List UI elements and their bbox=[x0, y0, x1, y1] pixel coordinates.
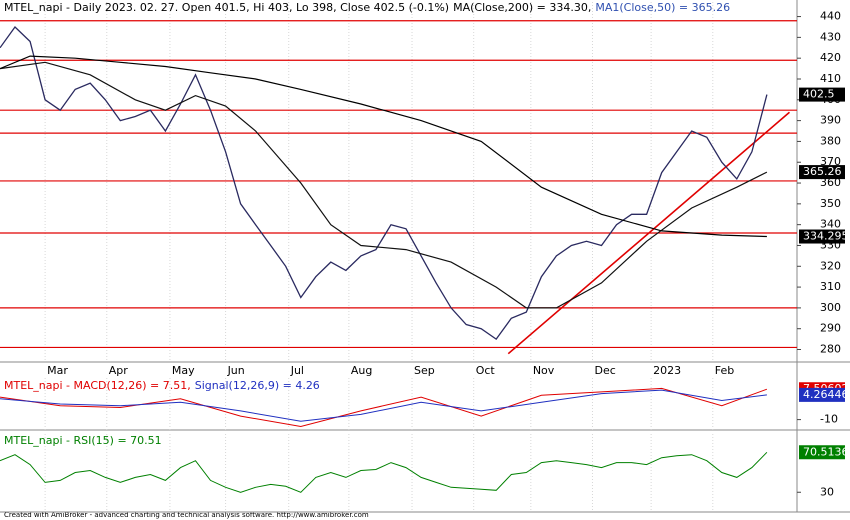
value-label-box bbox=[799, 229, 845, 244]
x-tick-label: Jun bbox=[227, 364, 245, 377]
x-tick-label: Sep bbox=[414, 364, 435, 377]
value-label: 334.295 bbox=[803, 230, 849, 243]
y-tick-label: 390 bbox=[820, 114, 841, 127]
y-tick-label: 280 bbox=[820, 343, 841, 356]
y-tick-label: 410 bbox=[820, 72, 841, 85]
panel-header: MTEL_napi - Daily 2023. 02. 27. Open 401… bbox=[4, 1, 730, 14]
y-tick-label: 30 bbox=[820, 485, 834, 498]
panel-header: MTEL_napi - RSI(15) = 70.51 bbox=[4, 434, 162, 447]
x-tick-label: Mar bbox=[47, 364, 68, 377]
x-tick-label: 2023 bbox=[653, 364, 681, 377]
x-tick-label: Dec bbox=[594, 364, 615, 377]
value-label: 4.26446 bbox=[803, 388, 849, 401]
y-tick-label: 340 bbox=[820, 218, 841, 231]
x-tick-label: Jul bbox=[290, 364, 304, 377]
header-part: MTEL_napi - Daily 2023. 02. 27. Open 401… bbox=[4, 1, 449, 14]
x-tick-label: Oct bbox=[476, 364, 496, 377]
series-line bbox=[0, 55, 767, 238]
header-part: MTEL_napi - RSI(15) = 70.51 bbox=[4, 434, 162, 447]
y-tick-label: 290 bbox=[820, 322, 841, 335]
y-tick-label: -10 bbox=[820, 413, 838, 426]
panel-header: MTEL_napi - MACD(12,26) = 7.51, Signal(12… bbox=[4, 379, 320, 392]
header-part: Signal(12,26,9) = 4.26 bbox=[195, 379, 320, 392]
value-label-box bbox=[799, 87, 845, 102]
x-tick-label: May bbox=[172, 364, 195, 377]
series-line bbox=[0, 26, 768, 340]
value-label: 365.26 bbox=[803, 165, 842, 178]
y-tick-label: 370 bbox=[820, 155, 841, 168]
header-part: MA(Close,200) = 334.30, bbox=[453, 1, 591, 14]
y-tick-label: 380 bbox=[820, 134, 841, 147]
y-tick-label: 320 bbox=[820, 259, 841, 272]
y-tick-label: 350 bbox=[820, 197, 841, 210]
header-part: MA1(Close,50) = 365.26 bbox=[595, 1, 730, 14]
y-tick-label: 430 bbox=[820, 30, 841, 43]
value-label-box bbox=[799, 387, 845, 402]
header-part: MTEL_napi - MACD(12,26) = 7.51, bbox=[4, 379, 191, 392]
series-line bbox=[0, 387, 768, 428]
y-tick-label: 310 bbox=[820, 280, 841, 293]
y-tick-label: 420 bbox=[820, 51, 841, 64]
series-line bbox=[0, 61, 768, 309]
y-tick-label: 300 bbox=[820, 301, 841, 314]
x-tick-label: Feb bbox=[715, 364, 734, 377]
value-label-box bbox=[799, 445, 845, 460]
series-line bbox=[0, 389, 767, 422]
y-tick-label: 360 bbox=[820, 176, 841, 189]
series-line bbox=[0, 451, 768, 493]
footer: Created with AmiBroker - advanced charti… bbox=[4, 511, 369, 519]
x-tick-label: Apr bbox=[109, 364, 129, 377]
x-tick-label: Aug bbox=[351, 364, 372, 377]
value-label: 70.5136 bbox=[803, 445, 849, 458]
trend-line bbox=[507, 111, 791, 355]
value-label: 402.5 bbox=[803, 88, 835, 101]
value-label-box bbox=[799, 165, 845, 180]
x-tick-label: Nov bbox=[533, 364, 555, 377]
y-tick-label: 440 bbox=[820, 10, 841, 23]
